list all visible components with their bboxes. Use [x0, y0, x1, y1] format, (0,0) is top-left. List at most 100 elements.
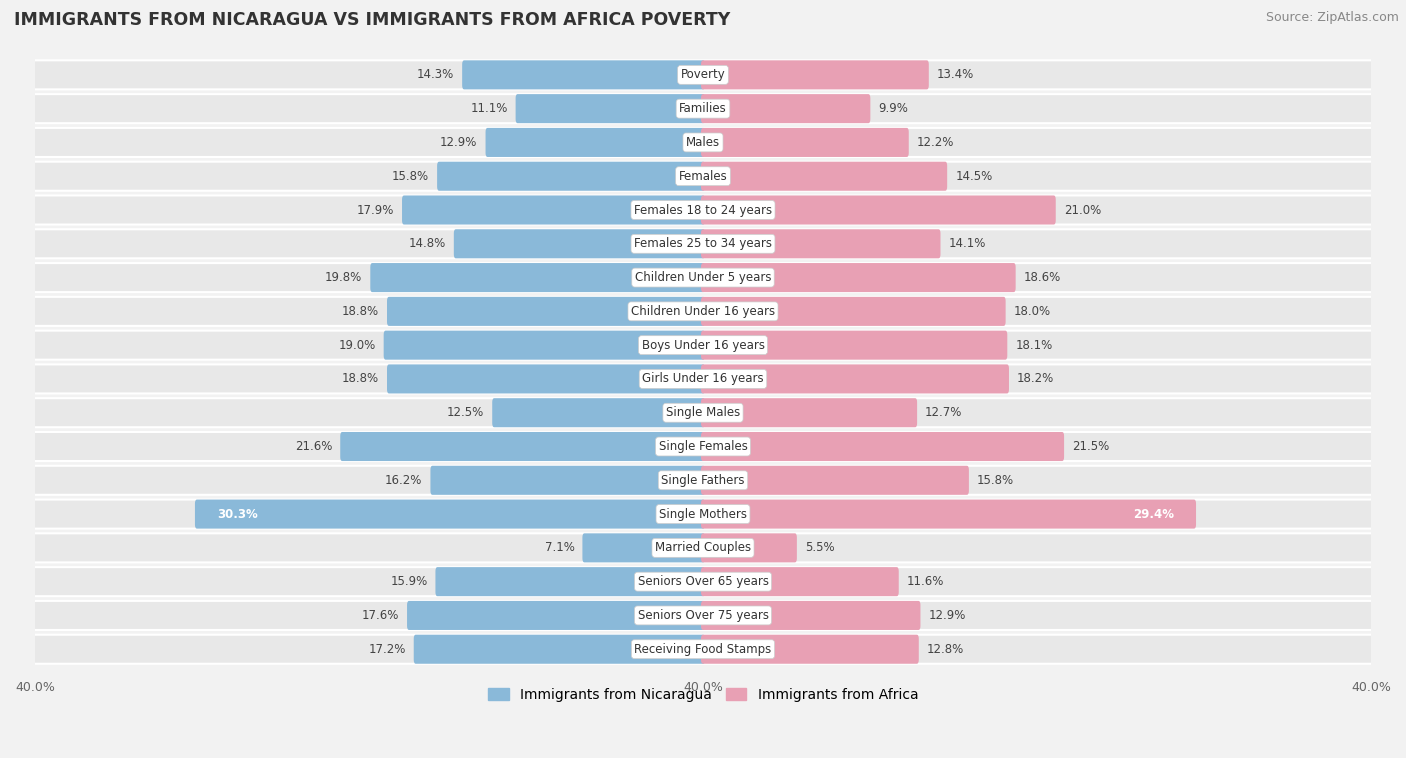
Text: 18.8%: 18.8%	[342, 372, 380, 385]
FancyBboxPatch shape	[485, 128, 704, 157]
Text: Males: Males	[686, 136, 720, 149]
Text: 14.5%: 14.5%	[955, 170, 993, 183]
Text: 14.8%: 14.8%	[409, 237, 446, 250]
Text: 14.3%: 14.3%	[418, 68, 454, 81]
FancyBboxPatch shape	[702, 94, 870, 124]
FancyBboxPatch shape	[32, 601, 1374, 630]
FancyBboxPatch shape	[32, 432, 1374, 461]
Text: 18.1%: 18.1%	[1015, 339, 1053, 352]
FancyBboxPatch shape	[702, 465, 969, 495]
Text: Seniors Over 65 years: Seniors Over 65 years	[637, 575, 769, 588]
FancyBboxPatch shape	[32, 196, 1374, 224]
Text: 16.2%: 16.2%	[385, 474, 422, 487]
Text: 17.2%: 17.2%	[368, 643, 406, 656]
FancyBboxPatch shape	[408, 601, 704, 630]
FancyBboxPatch shape	[32, 465, 1374, 495]
Text: 12.9%: 12.9%	[928, 609, 966, 622]
Text: 14.1%: 14.1%	[949, 237, 986, 250]
FancyBboxPatch shape	[436, 567, 704, 597]
FancyBboxPatch shape	[370, 263, 704, 292]
Text: 5.5%: 5.5%	[804, 541, 835, 554]
FancyBboxPatch shape	[702, 500, 1197, 528]
FancyBboxPatch shape	[463, 61, 704, 89]
Text: 12.5%: 12.5%	[447, 406, 484, 419]
Text: 30.3%: 30.3%	[217, 508, 257, 521]
Text: Receiving Food Stamps: Receiving Food Stamps	[634, 643, 772, 656]
Text: Single Mothers: Single Mothers	[659, 508, 747, 521]
Text: 19.0%: 19.0%	[339, 339, 375, 352]
Text: 17.9%: 17.9%	[357, 203, 394, 217]
Text: Source: ZipAtlas.com: Source: ZipAtlas.com	[1265, 11, 1399, 24]
FancyBboxPatch shape	[702, 297, 1005, 326]
FancyBboxPatch shape	[32, 567, 1374, 597]
FancyBboxPatch shape	[32, 161, 1374, 191]
FancyBboxPatch shape	[702, 534, 797, 562]
Text: 18.2%: 18.2%	[1017, 372, 1054, 385]
Text: 21.5%: 21.5%	[1073, 440, 1109, 453]
Text: Girls Under 16 years: Girls Under 16 years	[643, 372, 763, 385]
FancyBboxPatch shape	[32, 128, 1374, 157]
Text: 19.8%: 19.8%	[325, 271, 363, 284]
Text: 12.9%: 12.9%	[440, 136, 478, 149]
FancyBboxPatch shape	[32, 534, 1374, 562]
FancyBboxPatch shape	[516, 94, 704, 124]
FancyBboxPatch shape	[32, 634, 1374, 664]
FancyBboxPatch shape	[430, 465, 704, 495]
FancyBboxPatch shape	[702, 365, 1010, 393]
FancyBboxPatch shape	[702, 196, 1056, 224]
FancyBboxPatch shape	[413, 634, 704, 664]
FancyBboxPatch shape	[32, 94, 1374, 124]
Text: Boys Under 16 years: Boys Under 16 years	[641, 339, 765, 352]
FancyBboxPatch shape	[702, 263, 1015, 292]
FancyBboxPatch shape	[702, 161, 948, 191]
Text: 11.6%: 11.6%	[907, 575, 945, 588]
FancyBboxPatch shape	[32, 229, 1374, 258]
Text: IMMIGRANTS FROM NICARAGUA VS IMMIGRANTS FROM AFRICA POVERTY: IMMIGRANTS FROM NICARAGUA VS IMMIGRANTS …	[14, 11, 730, 30]
FancyBboxPatch shape	[702, 398, 917, 428]
FancyBboxPatch shape	[32, 263, 1374, 292]
FancyBboxPatch shape	[702, 229, 941, 258]
FancyBboxPatch shape	[32, 297, 1374, 326]
FancyBboxPatch shape	[437, 161, 704, 191]
Text: 17.6%: 17.6%	[361, 609, 399, 622]
FancyBboxPatch shape	[702, 432, 1064, 461]
FancyBboxPatch shape	[32, 500, 1374, 528]
FancyBboxPatch shape	[454, 229, 704, 258]
FancyBboxPatch shape	[702, 61, 929, 89]
Text: Single Fathers: Single Fathers	[661, 474, 745, 487]
Text: 21.0%: 21.0%	[1064, 203, 1101, 217]
FancyBboxPatch shape	[32, 398, 1374, 428]
Text: 13.4%: 13.4%	[936, 68, 974, 81]
Text: 9.9%: 9.9%	[879, 102, 908, 115]
Text: 18.6%: 18.6%	[1024, 271, 1062, 284]
FancyBboxPatch shape	[384, 330, 704, 360]
Text: Children Under 16 years: Children Under 16 years	[631, 305, 775, 318]
Text: Females 25 to 34 years: Females 25 to 34 years	[634, 237, 772, 250]
FancyBboxPatch shape	[492, 398, 704, 428]
Text: 15.8%: 15.8%	[977, 474, 1014, 487]
FancyBboxPatch shape	[387, 365, 704, 393]
Text: Married Couples: Married Couples	[655, 541, 751, 554]
FancyBboxPatch shape	[387, 297, 704, 326]
FancyBboxPatch shape	[32, 330, 1374, 360]
FancyBboxPatch shape	[702, 567, 898, 597]
Text: 18.0%: 18.0%	[1014, 305, 1050, 318]
Text: Single Males: Single Males	[666, 406, 740, 419]
Text: Single Females: Single Females	[658, 440, 748, 453]
Text: Females 18 to 24 years: Females 18 to 24 years	[634, 203, 772, 217]
FancyBboxPatch shape	[195, 500, 704, 528]
Text: 11.1%: 11.1%	[470, 102, 508, 115]
Text: Families: Families	[679, 102, 727, 115]
Text: Seniors Over 75 years: Seniors Over 75 years	[637, 609, 769, 622]
FancyBboxPatch shape	[702, 601, 921, 630]
Legend: Immigrants from Nicaragua, Immigrants from Africa: Immigrants from Nicaragua, Immigrants fr…	[482, 682, 924, 707]
Text: 12.2%: 12.2%	[917, 136, 955, 149]
FancyBboxPatch shape	[702, 634, 918, 664]
Text: 21.6%: 21.6%	[295, 440, 332, 453]
FancyBboxPatch shape	[32, 365, 1374, 393]
Text: Females: Females	[679, 170, 727, 183]
FancyBboxPatch shape	[340, 432, 704, 461]
FancyBboxPatch shape	[582, 534, 704, 562]
FancyBboxPatch shape	[402, 196, 704, 224]
Text: 12.8%: 12.8%	[927, 643, 965, 656]
